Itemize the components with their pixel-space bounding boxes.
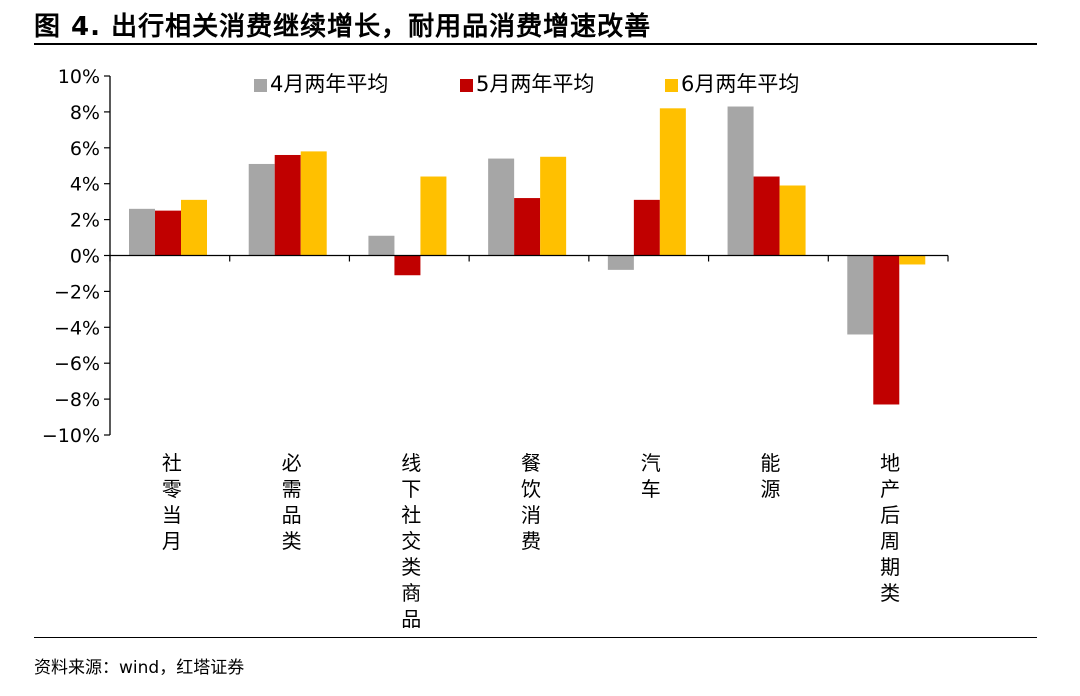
y-tick-label: 10% xyxy=(58,66,100,88)
bar xyxy=(899,255,926,265)
y-tick-label: 4% xyxy=(70,174,100,196)
bar xyxy=(659,108,686,256)
bar xyxy=(540,156,567,256)
y-tick-label: 6% xyxy=(70,138,100,160)
bar xyxy=(779,185,806,256)
bar xyxy=(274,154,301,256)
x-category-label: 地产后周期类 xyxy=(880,451,900,605)
y-tick-label: −2% xyxy=(54,281,100,303)
bar xyxy=(607,255,634,270)
legend-swatch xyxy=(460,79,473,92)
x-category-label: 必需品类 xyxy=(282,451,302,553)
x-category-label: 能源 xyxy=(760,451,780,501)
bar xyxy=(753,176,780,256)
bar xyxy=(420,176,447,256)
bar xyxy=(847,255,874,335)
bar xyxy=(514,198,541,256)
footer-divider xyxy=(34,637,1037,638)
bar xyxy=(300,151,327,256)
bar xyxy=(394,255,421,276)
bar xyxy=(488,158,515,256)
legend-label: 4月两年平均 xyxy=(270,72,388,96)
bar xyxy=(633,199,660,256)
y-tick-label: −10% xyxy=(42,425,100,447)
figure-title: 图 4. 出行相关消费继续增长，耐用品消费增速改善 xyxy=(34,12,652,42)
bar xyxy=(873,255,900,405)
y-tick-label: −8% xyxy=(54,389,100,411)
legend-swatch xyxy=(665,79,678,92)
y-tick-label: −4% xyxy=(54,317,100,339)
bar-chart: −10% −8% −6% −4% −2% 0% 2% 4% 6% 8% 10% 社零当月 必需品类 线下社… xyxy=(42,66,949,631)
bar xyxy=(248,163,275,256)
y-tick-label: 0% xyxy=(70,246,100,268)
x-category-label: 餐饮消费 xyxy=(521,451,541,553)
y-tick-label: 2% xyxy=(70,210,100,232)
x-category-label: 社零当月 xyxy=(162,451,182,553)
source-note: 资料来源：wind，红塔证券 xyxy=(34,658,245,678)
x-category-label: 线下社交类商品 xyxy=(401,451,421,631)
y-tick-label: −6% xyxy=(54,353,100,375)
x-category-label: 汽车 xyxy=(641,451,661,501)
bar xyxy=(727,106,754,256)
legend-label: 5月两年平均 xyxy=(476,72,594,96)
bar xyxy=(368,235,395,256)
title-divider xyxy=(34,43,1037,45)
bar xyxy=(129,208,155,256)
bar xyxy=(155,210,181,256)
y-tick-label: 8% xyxy=(70,102,100,124)
legend-swatch xyxy=(254,79,267,92)
legend-label: 6月两年平均 xyxy=(681,72,799,96)
bar xyxy=(181,199,207,256)
